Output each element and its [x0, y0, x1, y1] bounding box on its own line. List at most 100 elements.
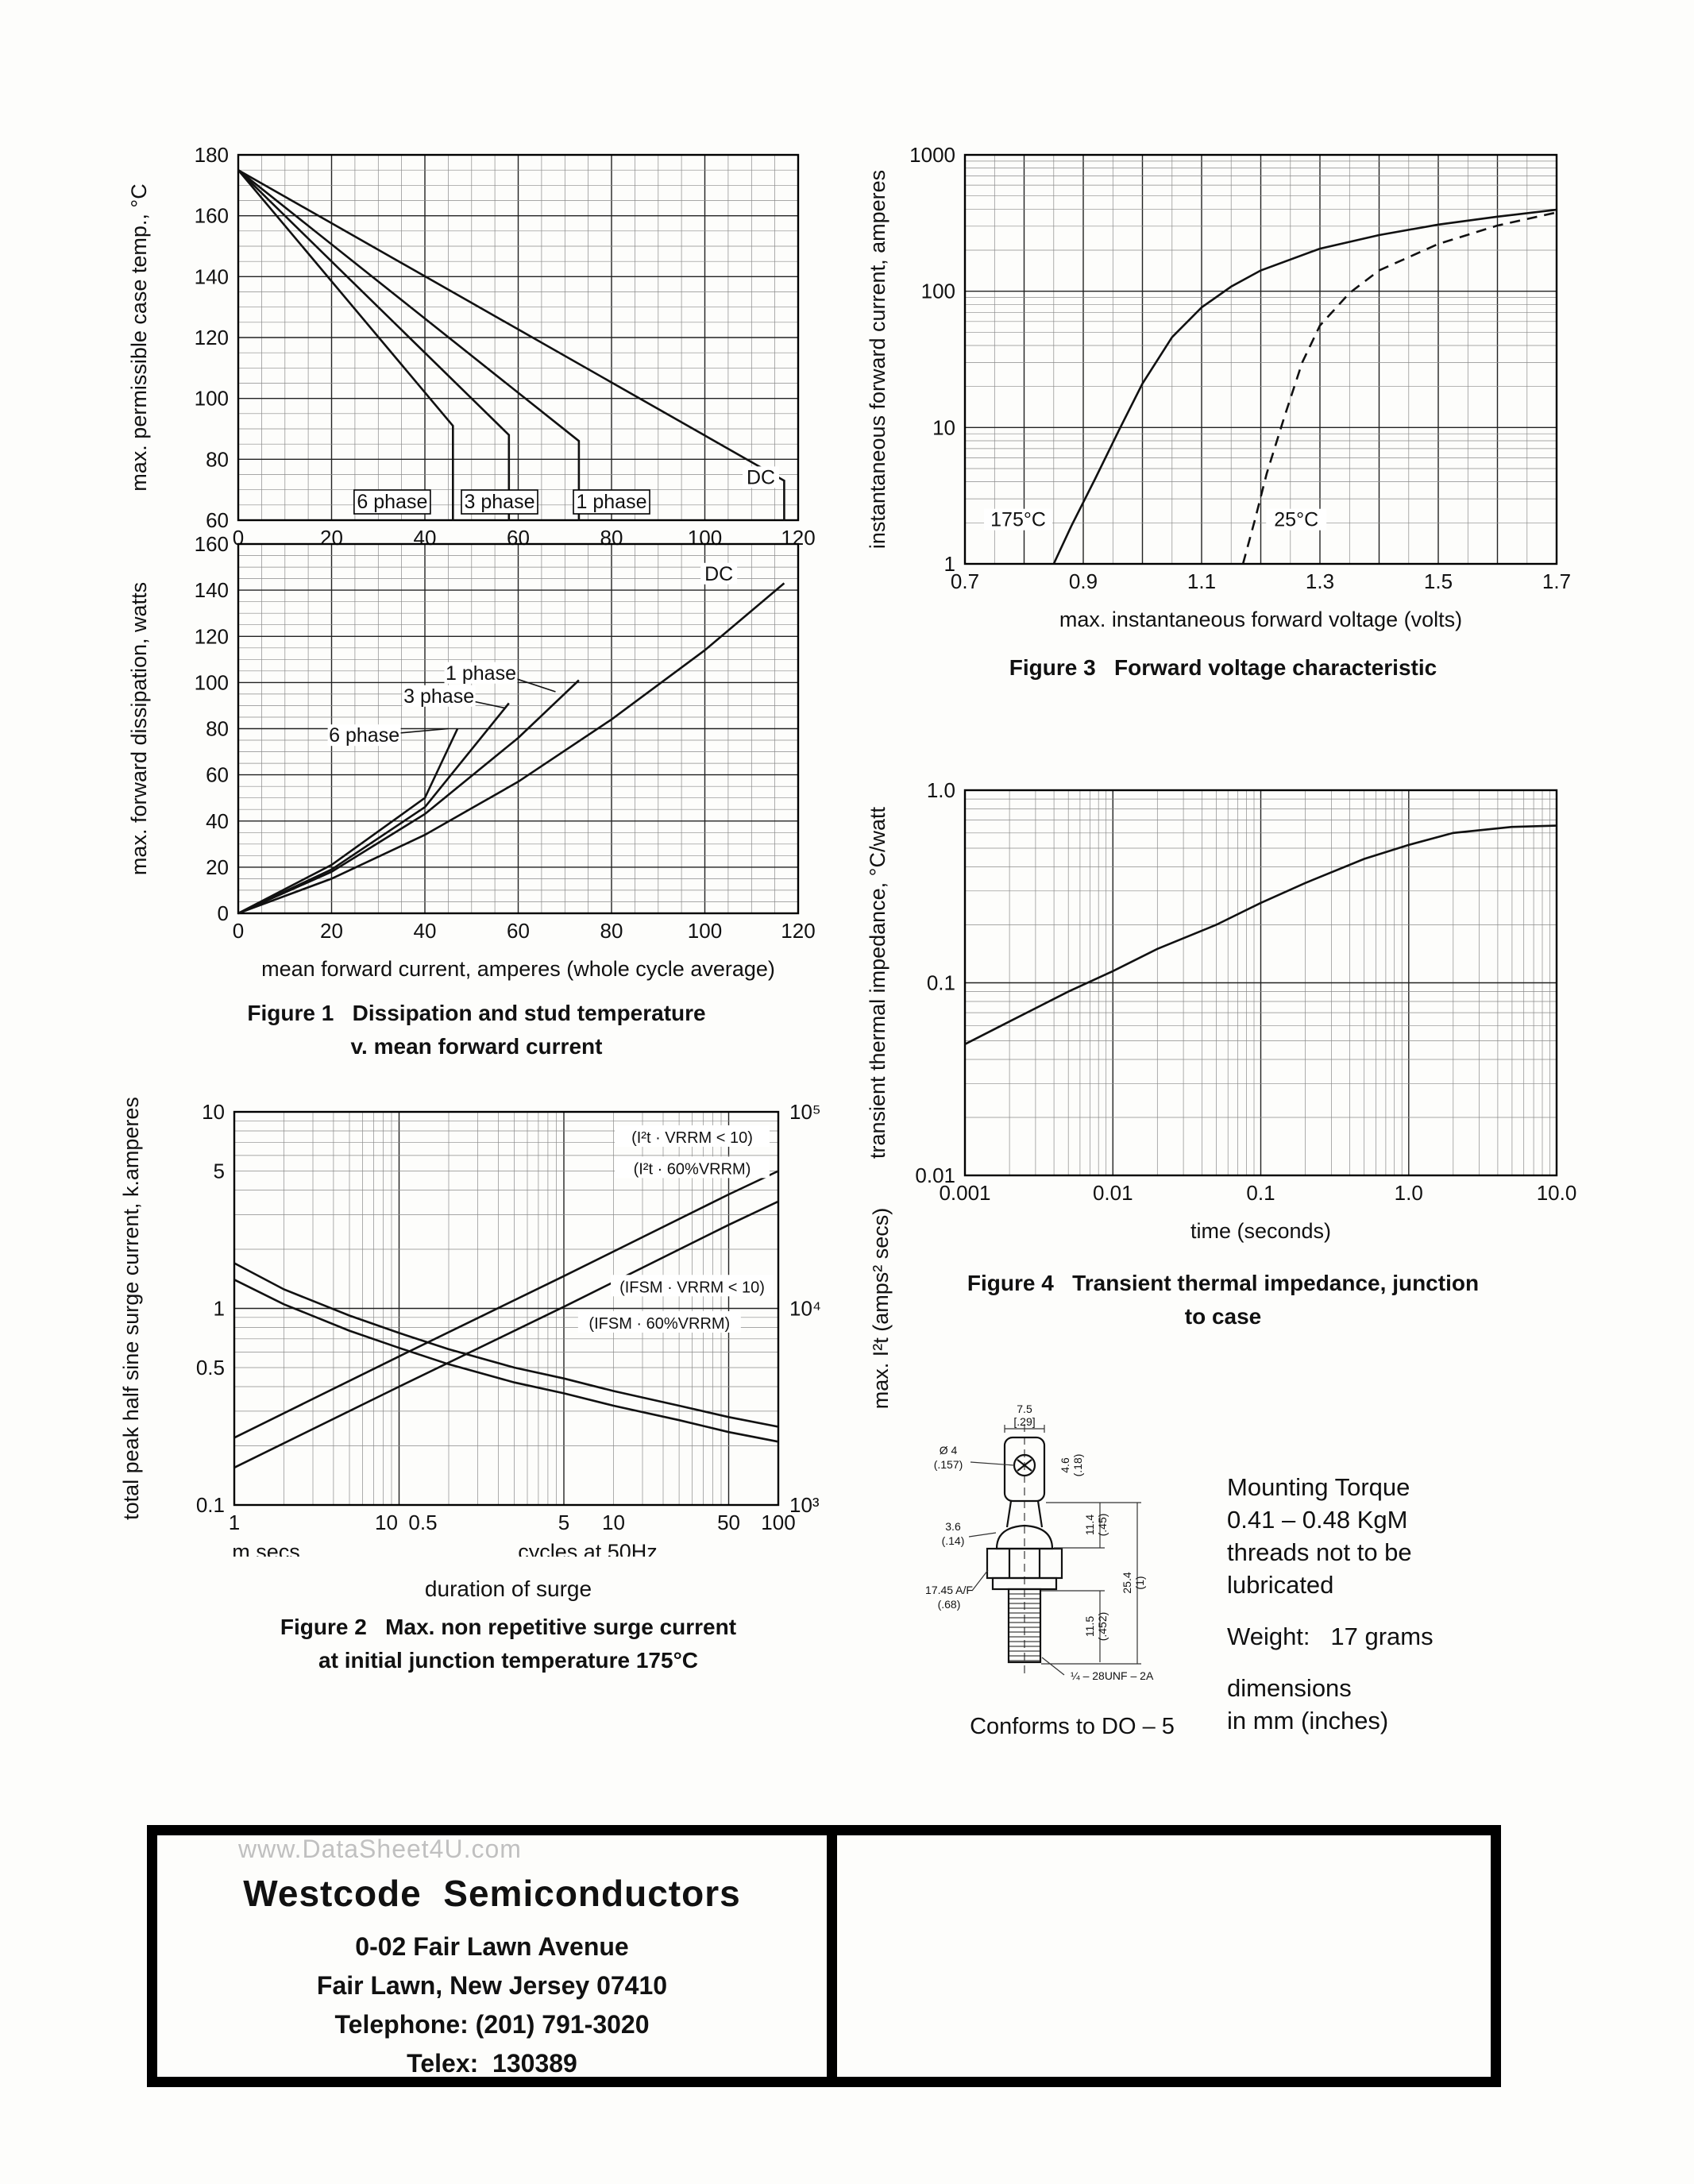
svg-text:max. instantaneous forward vol: max. instantaneous forward voltage (volt…: [1059, 608, 1462, 631]
svg-text:60: 60: [507, 919, 530, 943]
svg-text:80: 80: [600, 919, 623, 943]
svg-text:3 phase: 3 phase: [403, 685, 474, 708]
svg-text:10: 10: [602, 1511, 625, 1534]
figure4-caption-line1: Figure 4 Transient thermal impedance, ju…: [967, 1271, 1480, 1295]
svg-text:10: 10: [375, 1511, 398, 1534]
figure3-caption: Figure 3 Forward voltage characteristic: [858, 651, 1588, 685]
svg-text:11.4: 11.4: [1083, 1515, 1096, 1535]
svg-text:10.0: 10.0: [1537, 1181, 1577, 1205]
svg-text:1: 1: [214, 1297, 225, 1321]
svg-text:(.452): (.452): [1096, 1612, 1109, 1642]
svg-text:180: 180: [195, 143, 229, 167]
svg-text:120: 120: [781, 919, 815, 943]
svg-text:transient thermal impedance,: transient thermal impedance, °C/watt: [866, 807, 889, 1159]
series-DC: [237, 169, 785, 520]
mounting-note-line: lubricated: [1227, 1571, 1334, 1599]
svg-text:(I²t · VRRM < 10): (I²t · VRRM < 10): [631, 1129, 753, 1147]
watermark: www.DataSheet4U.com: [238, 1835, 522, 1863]
footer-divider: [827, 1835, 837, 2077]
svg-text:(I²t · 60%VRRM): (I²t · 60%VRRM): [634, 1160, 751, 1178]
svg-text:175°C: 175°C: [990, 509, 1046, 531]
figure1-bottom-chart: 0 20 40 60 80 100 120 0 20 40 60 80 100 120 140 160 max.…: [127, 532, 816, 981]
figure4-caption: Figure 4 Transient thermal impedance, ju…: [858, 1267, 1588, 1333]
series-1-phase: [237, 169, 581, 520]
svg-text:mean forward current, amperes: mean forward current, amperes (whole cyc…: [261, 957, 775, 981]
svg-text:0.01: 0.01: [1093, 1181, 1133, 1205]
company-telex: Telex: 130389: [407, 2049, 577, 2078]
flag-terminal: [1003, 1436, 1046, 1503]
package-outline-drawing: 7.5[.29] Ø 4(.157) 4.6 (.18) 3.6(.14) 17.45 A…: [925, 1403, 1154, 1682]
svg-text:11.5: 11.5: [1083, 1616, 1096, 1637]
dimensions-note-line1: dimensions: [1227, 1674, 1352, 1702]
svg-text:1.7: 1.7: [1542, 569, 1571, 593]
svg-text:10: 10: [202, 1100, 225, 1124]
svg-text:10⁵: 10⁵: [789, 1100, 821, 1124]
series-I2t-60pc-VRRM: [233, 1200, 779, 1469]
svg-text:m.secs: m.secs: [232, 1540, 300, 1557]
svg-text:25.4: 25.4: [1121, 1572, 1133, 1593]
svg-text:80: 80: [206, 717, 229, 741]
company-address-line2: Fair Lawn, New Jersey 07410: [316, 1971, 668, 2000]
figure4-caption-line2: to case: [1184, 1304, 1262, 1329]
mounting-note-line: threads not to be: [1227, 1538, 1412, 1566]
top-cap: [995, 1524, 1054, 1550]
svg-text:(IFSM · 60%VRRM): (IFSM · 60%VRRM): [588, 1315, 730, 1333]
thread-hatch: [1009, 1593, 1040, 1661]
svg-text:0.1: 0.1: [927, 971, 955, 995]
svg-text:10: 10: [932, 415, 955, 439]
svg-text:10³: 10³: [789, 1493, 820, 1517]
svg-text:0.5: 0.5: [196, 1356, 225, 1379]
dimensions-note-line2: in mm (inches): [1227, 1707, 1389, 1734]
svg-text:1.0: 1.0: [927, 778, 955, 802]
mounting-note-line: 0.41 – 0.48 KgM: [1227, 1506, 1408, 1534]
svg-text:5: 5: [558, 1511, 569, 1534]
svg-text:0.001: 0.001: [939, 1181, 990, 1205]
svg-text:1.3: 1.3: [1306, 569, 1334, 593]
svg-text:0.1: 0.1: [196, 1493, 225, 1517]
svg-text:max. forward dissipation, watt: max. forward dissipation, watts: [127, 582, 151, 875]
svg-text:6 phase: 6 phase: [357, 491, 427, 513]
figure1-caption-line2: v. mean forward current: [350, 1034, 603, 1059]
svg-text:total peak half sine surge cur: total peak half sine surge current, k.am…: [119, 1097, 143, 1520]
svg-text:0.1: 0.1: [1246, 1181, 1275, 1205]
svg-text:(.68): (.68): [938, 1598, 961, 1611]
svg-text:100: 100: [195, 670, 229, 694]
svg-text:60: 60: [206, 508, 229, 532]
svg-text:160: 160: [195, 532, 229, 556]
svg-text:0.01: 0.01: [915, 1163, 955, 1187]
footer-empty-box: [837, 1835, 1491, 2077]
mounting-note-line: Mounting Torque: [1227, 1473, 1410, 1501]
svg-text:0.5: 0.5: [408, 1511, 437, 1534]
svg-text:max. I²t (amps² secs): max. I²t (amps² secs): [869, 1208, 893, 1410]
svg-text:80: 80: [206, 447, 229, 471]
company-telephone: Telephone: (201) 791-3020: [334, 2010, 650, 2039]
series-thermal-impedance: [964, 824, 1557, 1045]
figure1-caption-line1: Figure 1 Dissipation and stud temperatur…: [247, 1001, 706, 1025]
svg-text:25°C: 25°C: [1274, 509, 1318, 531]
svg-text:1 phase: 1 phase: [446, 662, 516, 685]
svg-text:120: 120: [195, 326, 229, 349]
figure3-chart: 0.7 0.9 1.1 1.3 1.5 1.7 1 10 100 1000 instantaneou…: [866, 143, 1571, 631]
series-1-phase: [237, 679, 580, 915]
package-conformance-note: Conforms to DO – 5: [970, 1714, 1175, 1739]
series-3-phase: [237, 169, 511, 520]
figure2-caption-line1: Figure 2 Max. non repetitive surge curre…: [280, 1615, 737, 1639]
svg-text:(.45): (.45): [1096, 1514, 1109, 1537]
series-6-phase: [237, 727, 459, 915]
svg-text:100: 100: [688, 919, 722, 943]
svg-text:100: 100: [761, 1511, 795, 1534]
svg-text:60: 60: [206, 763, 229, 787]
svg-text:(IFSM · VRRM < 10): (IFSM · VRRM < 10): [619, 1279, 765, 1296]
mounting-notes: Mounting Torque 0.41 – 0.48 KgM threads …: [1227, 1471, 1505, 1737]
figure3-caption-line: Figure 3 Forward voltage characteristic: [1009, 655, 1437, 680]
svg-text:time (seconds): time (seconds): [1190, 1219, 1331, 1243]
svg-text:160: 160: [195, 204, 229, 228]
series-25C: [1241, 211, 1557, 565]
svg-text:¼ – 28UNF – 2A: ¼ – 28UNF – 2A: [1071, 1669, 1154, 1682]
svg-text:DC: DC: [747, 466, 775, 488]
package-outline: 7.5 [.29] Ø 4 (.157) 4.6 (.18) 3.6 (.14) 17.45 A…: [905, 1402, 1247, 1707]
weight-note: Weight: 17 grams: [1227, 1623, 1434, 1650]
svg-text:20: 20: [320, 919, 343, 943]
svg-text:3.6: 3.6: [945, 1520, 961, 1533]
